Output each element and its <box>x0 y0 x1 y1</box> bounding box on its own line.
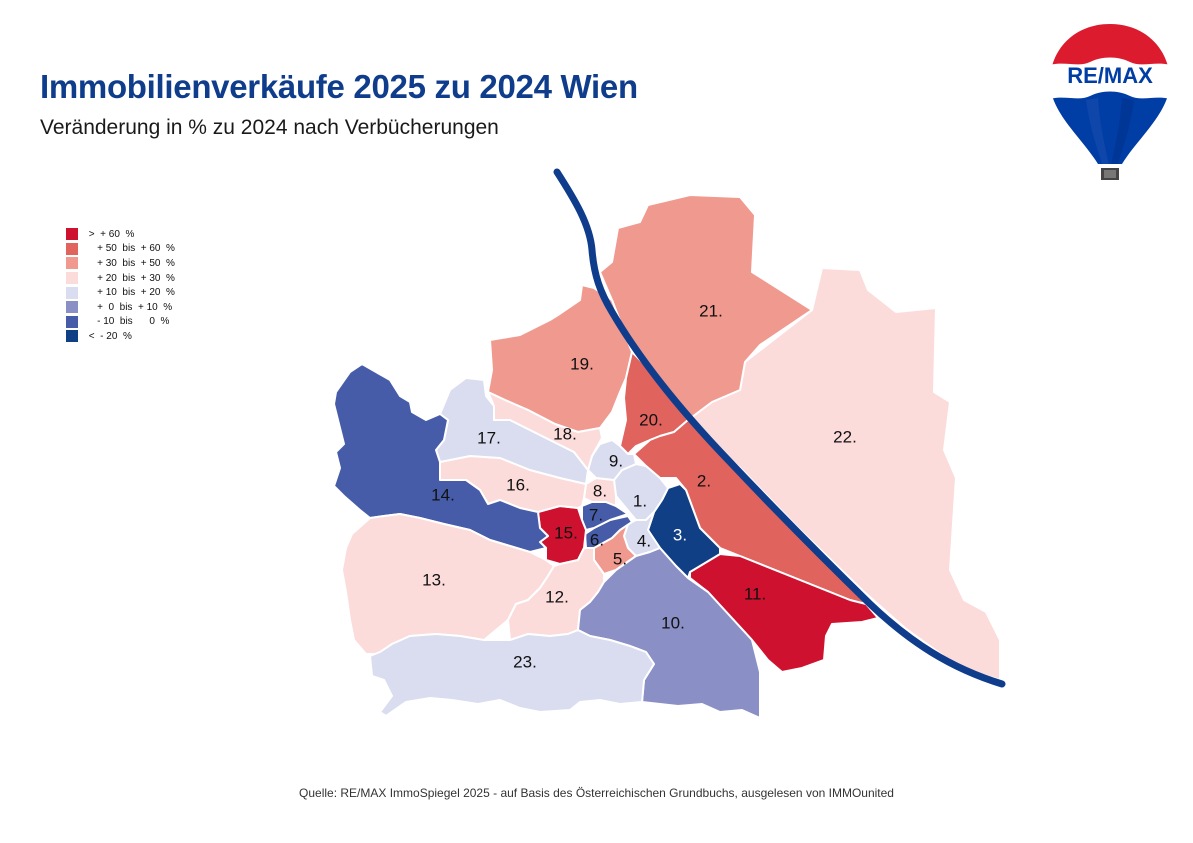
district-label: 18. <box>553 424 577 443</box>
district-d9 <box>587 439 637 481</box>
district-label: 23. <box>513 652 537 671</box>
district-label: 17. <box>477 428 501 447</box>
district-label: 14. <box>431 485 455 504</box>
legend-label: + 0 bis + 10 % <box>86 301 173 313</box>
legend-swatch <box>66 286 78 299</box>
legend-label: - 10 bis 0 % <box>86 316 170 328</box>
district-label: 2. <box>697 471 711 490</box>
legend-label: + 50 bis + 60 % <box>86 243 175 255</box>
danube-river-source-taper <box>555 171 590 233</box>
page-title: Immobilienverkäufe 2025 zu 2024 Wien <box>40 68 638 105</box>
legend-swatch <box>66 301 78 314</box>
district-label: 8. <box>593 481 607 500</box>
legend-swatch <box>66 272 78 285</box>
legend-item: + 10 bis + 20 % <box>66 285 175 300</box>
district-label: 5. <box>613 549 627 568</box>
legend-item: + 50 bis + 60 % <box>66 242 175 257</box>
district-label: 7. <box>589 505 603 524</box>
legend-item: + 0 bis + 10 % <box>66 300 175 315</box>
legend-item: < - 20 % <box>66 329 175 344</box>
district-label: 6. <box>590 530 604 549</box>
district-labels-layer: 22. 21. 19. 20. 2. 11. 3. 1. 4. 5. 6. 7. 8.9. 15. 16. 1… <box>422 301 857 671</box>
legend-item: - 10 bis 0 % <box>66 315 175 330</box>
districts-layer <box>333 194 1001 719</box>
district-d14 <box>333 363 549 553</box>
legend-swatch <box>66 257 78 270</box>
legend-swatch <box>66 330 78 343</box>
district-label: 12. <box>545 587 569 606</box>
legend-item: > + 60 % <box>66 227 175 242</box>
district-label: 11. <box>744 584 766 603</box>
source-note: Quelle: RE/MAX ImmoSpiegel 2025 - auf Ba… <box>299 786 894 800</box>
legend-label: < - 20 % <box>86 330 132 342</box>
legend-item: + 30 bis + 50 % <box>66 256 175 271</box>
legend-label: > + 60 % <box>86 228 135 240</box>
district-label: 19. <box>570 354 594 373</box>
balloon-icon: RE/MAX <box>1050 24 1170 180</box>
legend-label: + 30 bis + 50 % <box>86 257 175 269</box>
district-label: 22. <box>833 427 857 446</box>
district-label: 15. <box>554 523 578 542</box>
legend-swatch <box>66 242 78 255</box>
danube-river <box>553 168 1006 688</box>
legend-label: + 10 bis + 20 % <box>86 287 175 299</box>
legend-item: + 20 bis + 30 % <box>66 271 175 286</box>
logo-text: RE/MAX <box>1067 63 1153 88</box>
remax-balloon-logo: RE/MAX <box>1046 20 1174 190</box>
district-label: 16. <box>506 475 530 494</box>
district-d18 <box>487 391 603 471</box>
district-label: 1. <box>633 491 647 510</box>
legend: > + 60 % + 50 bis + 60 % + 30 bis + 50 %… <box>66 227 175 344</box>
district-label: 9. <box>609 451 623 470</box>
district-label: 13. <box>422 570 446 589</box>
district-label: 10. <box>661 613 685 632</box>
district-label: 20. <box>639 410 663 429</box>
legend-label: + 20 bis + 30 % <box>86 272 175 284</box>
legend-swatch <box>66 315 78 328</box>
legend-swatch <box>66 228 78 241</box>
district-label: 21. <box>699 301 723 320</box>
district-label: 3. <box>673 525 687 544</box>
page-subtitle: Veränderung in % zu 2024 nach Verbücheru… <box>40 116 499 139</box>
district-label: 4. <box>637 531 651 550</box>
district-d23 <box>369 629 655 717</box>
